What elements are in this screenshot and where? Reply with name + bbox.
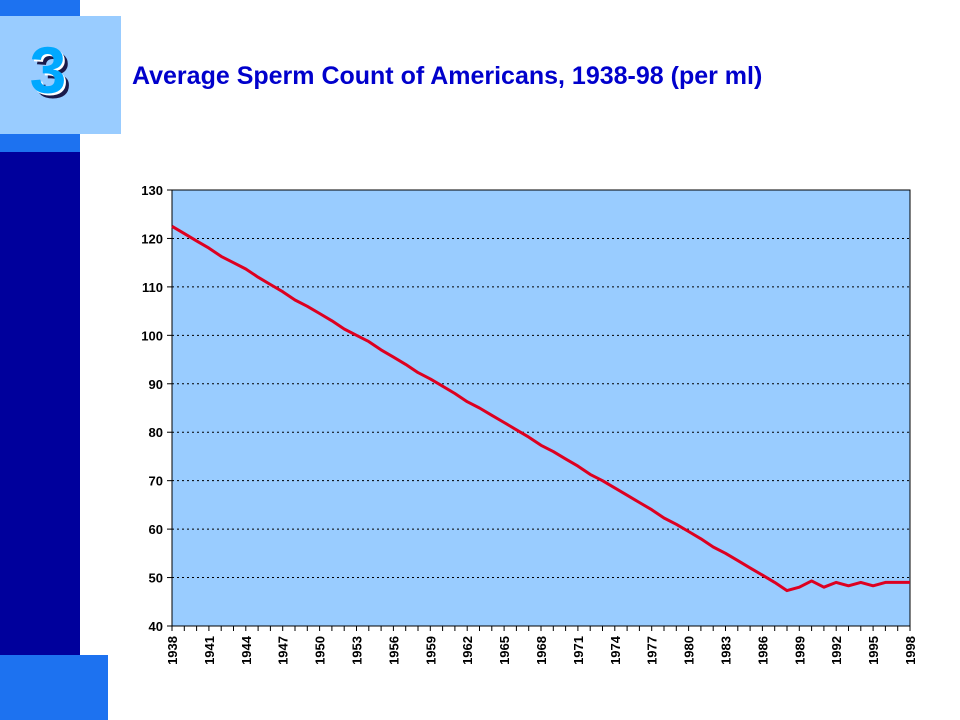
x-tick-label: 1944 [239, 635, 254, 665]
x-tick-label: 1947 [276, 636, 291, 665]
y-tick-label: 50 [149, 571, 163, 586]
series-line [171, 225, 910, 593]
x-tick-label: 1959 [423, 636, 438, 665]
x-tick-label: 1968 [534, 636, 549, 665]
x-tick-label: 1956 [386, 636, 401, 665]
x-tick-label: 1974 [608, 635, 623, 665]
x-tick-label: 1941 [202, 636, 217, 665]
y-tick-label: 110 [142, 280, 163, 295]
x-tick-label: 1971 [571, 636, 586, 665]
y-tick-label: 60 [149, 522, 163, 537]
x-tick-label: 1989 [792, 636, 807, 665]
x-tick-label: 1965 [497, 636, 512, 665]
y-tick-label: 120 [141, 231, 163, 246]
x-tick-label: 1986 [755, 636, 770, 665]
y-tick-label: 70 [149, 474, 163, 489]
x-tick-label: 1977 [645, 636, 660, 665]
accent-bar-middle [0, 134, 80, 152]
x-tick-label: 1992 [829, 636, 844, 665]
x-tick-label: 1980 [682, 636, 697, 665]
plot-area [171, 189, 911, 627]
x-tick-label: 1983 [719, 636, 734, 665]
slide-number: 3 [29, 33, 67, 107]
x-tick-label: 1995 [866, 636, 881, 665]
x-tick-label: 1938 [165, 636, 180, 665]
x-tick-label: 1950 [313, 636, 328, 665]
slide-title: Average Sperm Count of Americans, 1938-9… [132, 62, 763, 90]
y-tick-label: 100 [141, 328, 163, 343]
slide-number-box: 3 [0, 16, 121, 134]
accent-bar-top [0, 0, 80, 16]
y-tick-label: 130 [141, 183, 163, 198]
x-tick-label: 1998 [903, 636, 918, 665]
y-tick-label: 40 [149, 619, 163, 634]
accent-block-bottom [0, 655, 108, 720]
y-tick-label: 80 [149, 425, 163, 440]
x-tick-label: 1953 [350, 636, 365, 665]
x-tick-label: 1962 [460, 636, 475, 665]
y-tick-label: 90 [149, 377, 163, 392]
